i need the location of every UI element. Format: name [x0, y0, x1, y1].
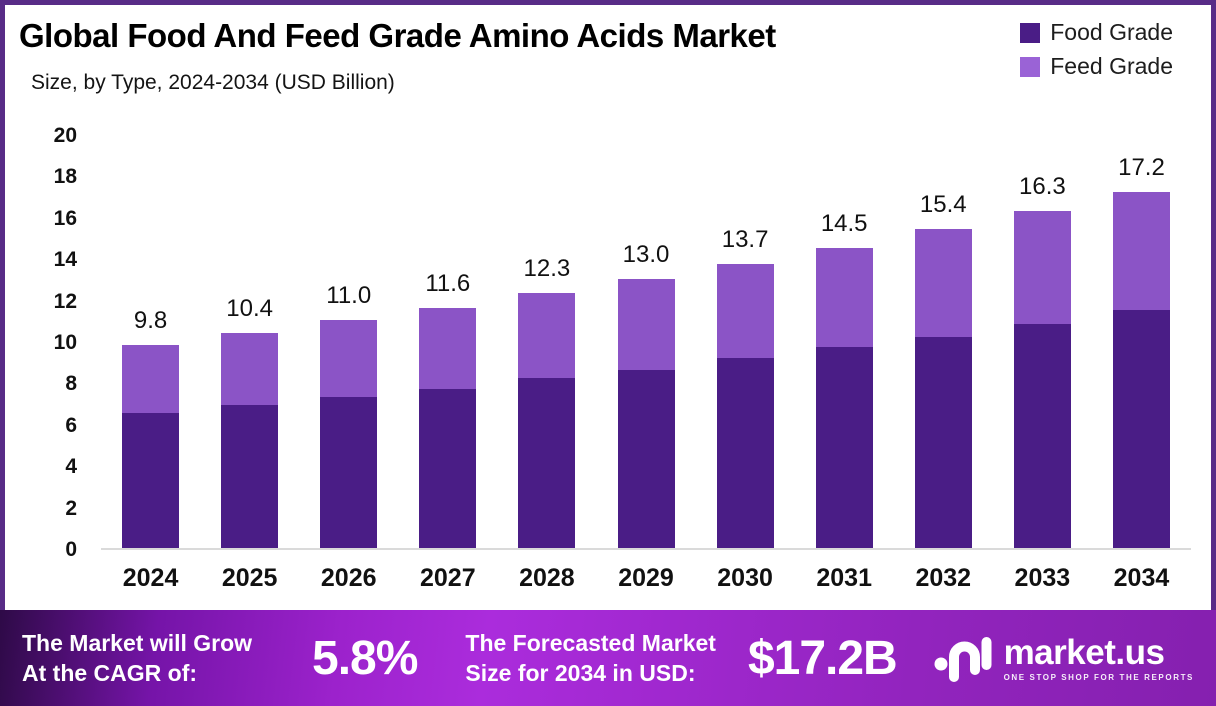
y-axis-tick-2: 2	[65, 496, 77, 520]
y-axis-tick-4: 4	[65, 455, 77, 479]
forecast-label-line1: The Forecasted Market	[465, 629, 716, 656]
bar-segment-food-grade-2027	[419, 388, 477, 548]
bar-2024	[122, 345, 180, 548]
legend-item-feed-grade: Feed Grade	[1020, 53, 1173, 80]
legend: Food Grade Feed Grade	[1020, 19, 1173, 80]
x-axis-label-2025: 2025	[221, 564, 278, 592]
y-axis-tick-6: 6	[65, 413, 77, 437]
bar-2029	[617, 278, 675, 548]
x-axis-label-2027: 2027	[420, 564, 476, 592]
bar-segment-feed-grade-2025	[221, 332, 279, 406]
bar-2031	[815, 247, 873, 548]
bar-segment-feed-grade-2034	[1112, 191, 1170, 310]
forecast-label-line2: Size for 2034 in USD:	[465, 660, 696, 686]
bar-segment-feed-grade-2030	[716, 264, 774, 358]
marketus-logo: market.us ONE STOP SHOP FOR THE REPORTS	[934, 630, 1194, 686]
y-axis-tick-20: 20	[53, 124, 77, 147]
bar-2030	[716, 264, 774, 548]
y-axis-tick-8: 8	[65, 372, 77, 396]
feed-grade-swatch-icon	[1020, 56, 1041, 77]
y-axis-tick-12: 12	[53, 289, 77, 313]
plot-area: 9.8 2024 10.4 2025 11.0 2026 11.6 2027 12.3 2028 1…	[101, 136, 1191, 592]
bar-segment-food-grade-2026	[320, 396, 378, 548]
cagr-label-line2: At the CAGR of:	[22, 660, 198, 686]
bar-segment-feed-grade-2029	[617, 278, 675, 370]
marketus-logo-tagline: ONE STOP SHOP FOR THE REPORTS	[1003, 672, 1194, 682]
x-axis-label-2033: 2033	[1014, 564, 1071, 592]
bar-total-label-2024: 9.8	[133, 307, 168, 335]
bar-total-label-2025: 10.4	[226, 294, 273, 322]
cagr-label: The Market will Grow At the CAGR of:	[22, 628, 310, 689]
bar-segment-food-grade-2032	[914, 336, 972, 548]
x-axis-label-2034: 2034	[1113, 564, 1170, 592]
bar-total-label-2026: 11.0	[326, 282, 372, 310]
bar-segment-feed-grade-2031	[815, 247, 873, 348]
x-axis-label-2029: 2029	[618, 564, 674, 592]
x-axis-label-2032: 2032	[915, 564, 972, 592]
bar-segment-food-grade-2033	[1013, 324, 1071, 548]
bar-segment-food-grade-2031	[815, 347, 873, 548]
x-axis-label-2026: 2026	[320, 564, 377, 592]
bar-2025	[221, 332, 279, 548]
bar-total-label-2028: 12.3	[523, 255, 571, 283]
bar-segment-food-grade-2025	[221, 405, 279, 548]
chart-title: Global Food And Feed Grade Amino Acids M…	[19, 17, 776, 54]
bar-2027	[419, 307, 477, 548]
cagr-value: 5.8%	[312, 631, 418, 685]
marketus-logo-text: market.us ONE STOP SHOP FOR THE REPORTS	[1004, 635, 1194, 682]
cagr-label-line1: The Market will Grow	[22, 629, 253, 656]
food-grade-swatch-icon	[1020, 22, 1041, 43]
marketus-logo-name: market.us	[1003, 632, 1165, 672]
bar-segment-food-grade-2029	[617, 369, 675, 548]
bar-2026	[320, 320, 378, 548]
bar-segment-feed-grade-2033	[1013, 210, 1071, 325]
y-axis-tick-10: 10	[53, 331, 77, 354]
bar-total-label-2034: 17.2	[1118, 153, 1165, 181]
x-axis-label-2031: 2031	[816, 564, 872, 592]
bar-2028	[518, 293, 576, 548]
x-axis-label-2024: 2024	[122, 564, 179, 592]
forecast-label: The Forecasted Market Size for 2034 in U…	[465, 628, 716, 689]
y-axis-tick-14: 14	[53, 248, 77, 272]
legend-label-feed-grade: Feed Grade	[1050, 53, 1173, 79]
chart-subtitle: Size, by Type, 2024-2034 (USD Billion)	[31, 71, 395, 94]
bar-segment-food-grade-2030	[716, 357, 774, 548]
bar-segment-feed-grade-2024	[122, 345, 180, 414]
bar-segment-feed-grade-2028	[518, 293, 576, 379]
y-axis-tick-16: 16	[53, 206, 77, 230]
y-axis-tick-0: 0	[65, 538, 77, 561]
bar-total-label-2029: 13.0	[622, 240, 670, 268]
footer-banner: The Market will Grow At the CAGR of: 5.8…	[0, 610, 1216, 706]
legend-label-food-grade: Food Grade	[1050, 19, 1173, 45]
bar-total-label-2030: 13.7	[721, 226, 769, 254]
marketus-logo-icon	[934, 637, 992, 682]
legend-item-food-grade: Food Grade	[1020, 19, 1173, 46]
bar-segment-food-grade-2024	[122, 413, 180, 548]
bar-total-label-2032: 15.4	[919, 191, 967, 219]
x-axis-label-2028: 2028	[519, 564, 575, 592]
bar-segment-feed-grade-2027	[419, 307, 477, 389]
bar-total-label-2031: 14.5	[820, 209, 868, 237]
forecast-value: $17.2B	[747, 631, 898, 685]
bar-total-label-2033: 16.3	[1019, 172, 1066, 200]
bar-2032	[914, 229, 972, 548]
bar-2034	[1112, 191, 1170, 548]
bar-segment-food-grade-2034	[1112, 309, 1170, 548]
bar-2033	[1013, 210, 1071, 548]
bar-segment-feed-grade-2032	[914, 229, 972, 337]
x-axis-label-2030: 2030	[717, 564, 773, 592]
bar-segment-food-grade-2028	[518, 378, 576, 548]
bar-total-label-2027: 11.6	[425, 269, 471, 297]
stacked-bar-chart: 0 2 4 6 8 10 12 14 16 18 20 9.8 2024 10.4 2025 11.0 202…	[5, 115, 1211, 615]
bar-segment-feed-grade-2026	[320, 320, 378, 397]
y-axis-tick-18: 18	[53, 165, 77, 189]
